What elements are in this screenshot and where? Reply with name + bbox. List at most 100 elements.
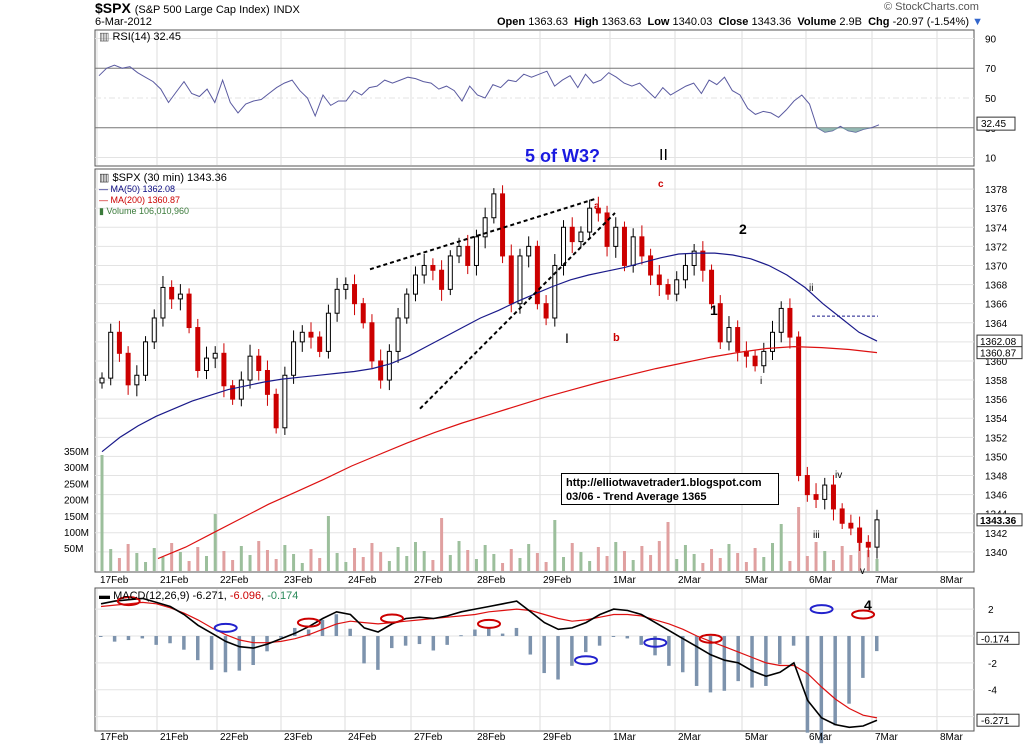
dropdown-arrow-icon[interactable]: ▼ bbox=[972, 16, 983, 28]
candle-body bbox=[134, 374, 140, 386]
volume-bar bbox=[161, 557, 165, 571]
volume-bar bbox=[422, 551, 426, 571]
price-tick-label: 1378 bbox=[985, 185, 1008, 196]
macd-histogram-bar bbox=[209, 636, 214, 670]
rsi-tick-label: 10 bbox=[985, 154, 997, 165]
volume-bar bbox=[605, 556, 609, 571]
candle-body bbox=[212, 352, 218, 359]
volume-bar bbox=[213, 514, 217, 571]
volume-bar bbox=[544, 562, 548, 571]
macd-badge bbox=[976, 631, 1020, 645]
price-legend-text: $SPX (30 min) 1343.36 bbox=[112, 172, 227, 184]
macd-legend-hist: -0.174 bbox=[267, 590, 299, 602]
candle-body bbox=[160, 286, 166, 319]
ma50-legend: — MA(50) 1362.08 bbox=[99, 184, 176, 194]
candle-body bbox=[334, 288, 340, 314]
wave-title: 5 of W3? bbox=[525, 146, 600, 166]
x-tick-label: 2Mar bbox=[678, 575, 701, 586]
x-tick-label-macd: 6Mar bbox=[809, 732, 832, 743]
macd-crossover-marker bbox=[809, 604, 834, 615]
volume-bar bbox=[849, 555, 853, 571]
x-tick-label-macd: 2Mar bbox=[678, 732, 701, 743]
volume-bar bbox=[405, 556, 409, 571]
price-tick-label: 1350 bbox=[985, 452, 1008, 463]
macd-histogram-bar bbox=[542, 636, 546, 674]
close-label: Close bbox=[718, 16, 749, 28]
volume-bar bbox=[387, 561, 391, 571]
macd-histogram-bar bbox=[639, 636, 643, 645]
candle-body bbox=[604, 212, 610, 247]
macd-histogram-bar bbox=[362, 636, 366, 664]
candle-body bbox=[108, 331, 114, 379]
candle-body bbox=[238, 379, 244, 400]
candle-body bbox=[804, 475, 810, 496]
volume-legend-text: Volume 106,010,960 bbox=[106, 206, 190, 216]
candle-body bbox=[630, 236, 636, 266]
macd-histogram-bar bbox=[223, 636, 228, 673]
price-tick-label: 1340 bbox=[985, 548, 1008, 559]
blog-url[interactable]: http://elliotwavetrader1.blogspot.com bbox=[566, 477, 762, 489]
price-tick-label: 1354 bbox=[985, 414, 1008, 425]
index-name: (S&P 500 Large Cap Index) bbox=[134, 4, 270, 16]
macd-legend-name: MACD(12,26,9) bbox=[113, 590, 190, 602]
price-series bbox=[99, 185, 880, 560]
wave-4-label: 4 bbox=[864, 597, 872, 613]
volume-bar bbox=[657, 541, 661, 571]
candle-body bbox=[857, 527, 863, 543]
macd-legend: ▬ MACD(12,26,9) -6.271, -6.096, -0.174 bbox=[99, 590, 299, 602]
candle-body bbox=[317, 336, 323, 352]
macd-histogram-bar bbox=[708, 636, 713, 693]
macd-histogram-bar bbox=[791, 636, 796, 646]
macd-histogram-bar bbox=[293, 627, 297, 636]
candle-body bbox=[787, 307, 793, 338]
price-tick-label: 1372 bbox=[985, 242, 1008, 253]
low-label: Low bbox=[647, 16, 670, 28]
volume-bar bbox=[831, 560, 835, 571]
volume-bar bbox=[466, 550, 470, 571]
rsi-last-badge bbox=[976, 116, 1016, 131]
price-tick-label: 1364 bbox=[985, 319, 1008, 330]
macd-histogram-bar bbox=[237, 636, 242, 671]
rsi-legend-text: RSI(14) 32.45 bbox=[112, 31, 181, 43]
candle-body bbox=[299, 331, 305, 343]
volume-bar bbox=[483, 545, 487, 571]
macd-histogram-bar bbox=[875, 636, 879, 652]
price-badge-value: 1360.87 bbox=[980, 349, 1017, 360]
brand-logo: © StockCharts.com bbox=[884, 1, 979, 13]
ma200-legend-text: MA(200) 1360.87 bbox=[110, 195, 181, 205]
volume-tick-label: 50M bbox=[64, 544, 83, 555]
axis-labels: 17Feb 17Feb 21Feb 21Feb 22Feb 22Feb 23Feb 23Feb… bbox=[64, 34, 1023, 743]
volume-bar bbox=[727, 544, 731, 571]
wedge-upper-line bbox=[369, 197, 597, 271]
macd-legend-signal: -6.096 bbox=[229, 590, 262, 602]
volume-bar bbox=[196, 547, 200, 571]
wave-I-label: I bbox=[565, 330, 569, 346]
macd-histogram-bar bbox=[653, 636, 657, 656]
volume-bar bbox=[631, 560, 635, 571]
candle-body bbox=[404, 293, 410, 319]
volume-bar bbox=[318, 558, 322, 571]
ma50-legend-text: MA(50) 1362.08 bbox=[110, 184, 176, 194]
candle-body bbox=[874, 519, 880, 548]
macd-histogram-bar bbox=[320, 619, 325, 636]
volume-bar bbox=[187, 561, 191, 571]
volume-bar bbox=[614, 542, 618, 571]
candle-body bbox=[656, 274, 662, 286]
volume-bar bbox=[797, 507, 801, 571]
volume-bar bbox=[239, 546, 243, 571]
macd-crossover-marker bbox=[116, 596, 141, 607]
macd-histogram-bar bbox=[847, 636, 851, 704]
volume-bar bbox=[666, 522, 670, 571]
volume-bar bbox=[875, 559, 879, 571]
macd-crossover-marker bbox=[574, 655, 598, 666]
candle-body bbox=[865, 541, 871, 548]
volume-tick-label: 100M bbox=[64, 528, 89, 539]
volume-tick-label: 150M bbox=[64, 512, 89, 523]
volume-bar bbox=[753, 548, 757, 571]
note-box: http://elliotwavetrader1.blogspot.com 03… bbox=[561, 473, 779, 505]
price-tick-label: 1346 bbox=[985, 491, 1008, 502]
rsi-last-value: 32.45 bbox=[981, 119, 1006, 130]
x-tick-label-macd: 7Mar bbox=[875, 732, 898, 743]
candle-icon: ▥ bbox=[99, 172, 110, 184]
